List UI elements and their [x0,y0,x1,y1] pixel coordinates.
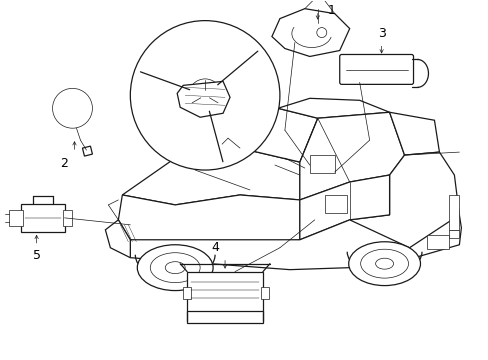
Ellipse shape [375,258,393,269]
FancyBboxPatch shape [448,195,458,230]
FancyBboxPatch shape [339,54,413,84]
FancyBboxPatch shape [187,311,263,323]
FancyBboxPatch shape [183,287,191,298]
Circle shape [64,100,81,116]
Polygon shape [349,152,458,248]
FancyBboxPatch shape [187,272,263,314]
Text: 1: 1 [327,4,335,17]
Polygon shape [82,146,92,156]
Polygon shape [277,98,389,118]
FancyBboxPatch shape [9,210,22,226]
Ellipse shape [360,249,407,278]
Circle shape [52,88,92,128]
Text: 4: 4 [211,241,219,254]
FancyBboxPatch shape [20,204,64,232]
FancyBboxPatch shape [324,195,346,213]
Circle shape [59,94,86,122]
Circle shape [130,21,279,170]
Polygon shape [408,215,461,258]
Text: 3: 3 [377,27,385,40]
FancyBboxPatch shape [427,235,448,249]
Polygon shape [299,175,389,240]
Polygon shape [130,220,414,270]
FancyBboxPatch shape [448,230,458,238]
Polygon shape [299,112,404,200]
Text: 5: 5 [33,249,41,262]
Ellipse shape [348,242,420,285]
Polygon shape [271,9,349,57]
Polygon shape [389,112,439,155]
Text: 2: 2 [61,157,68,170]
Ellipse shape [150,253,200,283]
Polygon shape [177,81,229,117]
FancyBboxPatch shape [261,287,268,298]
Polygon shape [105,220,130,258]
Polygon shape [240,108,317,162]
FancyBboxPatch shape [309,155,334,173]
Polygon shape [122,148,299,205]
Ellipse shape [137,245,213,291]
Polygon shape [118,195,299,248]
FancyBboxPatch shape [62,210,72,226]
Circle shape [316,28,326,37]
Circle shape [188,79,221,112]
Ellipse shape [165,262,185,274]
